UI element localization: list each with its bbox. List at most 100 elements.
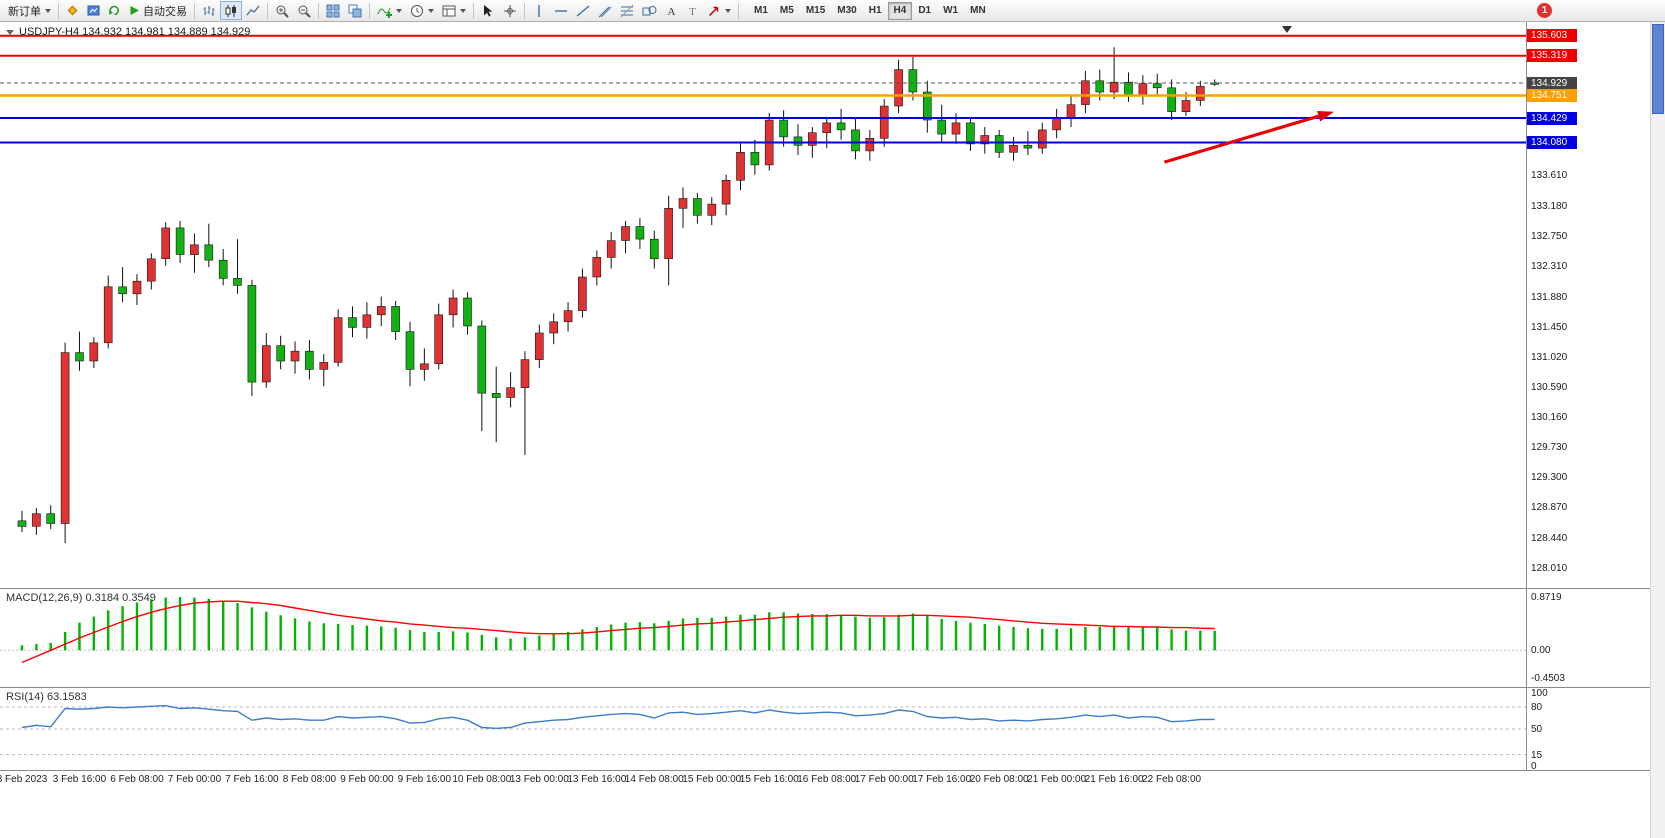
vertical-scrollbar[interactable] bbox=[1650, 22, 1665, 838]
shapes-icon[interactable] bbox=[638, 1, 661, 20]
candle bbox=[851, 118, 860, 160]
toolbar-separator bbox=[58, 2, 59, 19]
candle bbox=[147, 253, 156, 290]
date-axis-label: 15 Feb 16:00 bbox=[739, 774, 799, 785]
crosshair-icon[interactable] bbox=[499, 1, 521, 20]
candle bbox=[89, 337, 99, 368]
line-chart-icon[interactable] bbox=[242, 1, 264, 20]
horizontal-line-icon[interactable] bbox=[550, 1, 572, 20]
vertical-line-icon[interactable] bbox=[528, 1, 550, 20]
rsi-axis-label: 0 bbox=[1531, 760, 1537, 772]
candle bbox=[448, 289, 458, 328]
date-axis-label: 21 Feb 16:00 bbox=[1084, 774, 1144, 785]
trendline-icon[interactable] bbox=[572, 1, 594, 20]
timeframe-w1-button[interactable]: W1 bbox=[937, 2, 964, 20]
arrow-objects-icon[interactable] bbox=[703, 1, 735, 20]
candle bbox=[1124, 72, 1133, 102]
indicators-icon[interactable] bbox=[373, 1, 406, 20]
macd-histogram bbox=[20, 597, 1216, 651]
price-chart-pane[interactable]: USDJPY-H4 134.932 134.981 134.889 134.92… bbox=[0, 22, 1526, 588]
text-label-icon[interactable]: T bbox=[682, 1, 703, 20]
candle bbox=[664, 195, 673, 286]
candle bbox=[736, 142, 745, 191]
text-icon[interactable]: A bbox=[661, 1, 682, 20]
chevron-down-icon bbox=[725, 8, 731, 13]
tile-windows-icon[interactable] bbox=[322, 1, 344, 20]
svg-text:A: A bbox=[668, 6, 676, 18]
candle bbox=[836, 108, 846, 140]
metaeditor-icon[interactable] bbox=[62, 1, 83, 20]
zoom-in-icon[interactable] bbox=[271, 1, 293, 20]
candle bbox=[635, 218, 645, 249]
new-order-button[interactable]: 新订单 bbox=[4, 1, 55, 20]
price-axis-label: 129.730 bbox=[1531, 442, 1568, 454]
rsi-indicator-pane[interactable]: RSI(14) 63.1583 bbox=[0, 688, 1526, 770]
timeframe-d1-button[interactable]: D1 bbox=[912, 2, 937, 20]
pane-splitter[interactable] bbox=[0, 588, 1650, 589]
time-axis[interactable]: 3 Feb 2023 3 Feb 16:00 6 Feb 08:00 7 Feb 00… bbox=[0, 771, 1526, 789]
timeframe-m1-button[interactable]: M1 bbox=[748, 2, 774, 20]
market-watch-icon[interactable] bbox=[83, 1, 104, 20]
bar-chart-icon[interactable] bbox=[198, 1, 220, 20]
candle bbox=[1081, 71, 1090, 114]
periods-icon[interactable] bbox=[406, 1, 438, 20]
price-line-tag: 134.080 bbox=[1527, 135, 1577, 149]
red-arrow-annotation[interactable] bbox=[1163, 111, 1334, 164]
candle bbox=[649, 230, 659, 269]
timeframe-m15-button[interactable]: M15 bbox=[800, 2, 831, 20]
date-axis-label: 16 Feb 08:00 bbox=[797, 774, 857, 785]
chart-shift-marker-icon[interactable] bbox=[1282, 26, 1292, 33]
toolbar-separator bbox=[473, 2, 474, 19]
date-axis-label: 3 Feb 2023 bbox=[0, 774, 48, 785]
rsi-axis[interactable]: 100 80 50 15 0 bbox=[1526, 688, 1650, 772]
autotrading-button[interactable]: 自动交易 bbox=[125, 1, 191, 20]
toolbar-separator bbox=[369, 2, 370, 19]
candle bbox=[1196, 80, 1205, 107]
candle bbox=[290, 341, 300, 374]
date-axis-label: 6 Feb 08:00 bbox=[110, 774, 164, 785]
candle bbox=[348, 306, 357, 338]
candle bbox=[879, 99, 889, 147]
macd-axis[interactable]: 0.8719 0.00 -0.4503 bbox=[1526, 589, 1650, 687]
price-axis-label: 132.310 bbox=[1531, 261, 1568, 273]
candle bbox=[333, 309, 343, 367]
cascade-windows-icon[interactable] bbox=[344, 1, 366, 20]
date-axis-label: 17 Feb 00:00 bbox=[854, 774, 914, 785]
macd-canvas bbox=[0, 597, 1526, 664]
candlestick-chart-icon[interactable] bbox=[220, 1, 242, 20]
timeframe-m5-button[interactable]: M5 bbox=[774, 2, 800, 20]
rsi-axis-label: 100 bbox=[1531, 688, 1548, 699]
zoom-out-icon[interactable] bbox=[293, 1, 315, 20]
candle bbox=[1066, 96, 1076, 128]
candle bbox=[463, 292, 472, 335]
date-axis-label: 17 Feb 16:00 bbox=[912, 774, 972, 785]
candle bbox=[46, 505, 56, 530]
cursor-icon[interactable] bbox=[477, 1, 499, 20]
svg-text:T: T bbox=[689, 6, 696, 18]
candle bbox=[420, 348, 429, 381]
one-click-trading-toggle-icon[interactable] bbox=[6, 29, 14, 35]
macd-indicator-pane[interactable]: MACD(12,26,9) 0.3184 0.3549 bbox=[0, 589, 1526, 687]
timeframe-h4-button[interactable]: H4 bbox=[887, 1, 913, 20]
fibonacci-retracement-icon[interactable] bbox=[616, 1, 638, 20]
pane-splitter[interactable] bbox=[0, 687, 1650, 688]
templates-icon[interactable] bbox=[438, 1, 470, 20]
timeframe-mn-button[interactable]: MN bbox=[964, 2, 992, 20]
equidistant-channel-icon[interactable] bbox=[594, 1, 616, 20]
price-axis-label: 131.450 bbox=[1531, 321, 1568, 333]
price-axis[interactable]: 133.610 133.180 132.750 132.310 131.880 131.4… bbox=[1526, 22, 1650, 588]
candle bbox=[520, 351, 530, 455]
candle bbox=[506, 372, 515, 408]
price-axis-label: 128.440 bbox=[1531, 532, 1568, 544]
rsi-axis-label: 15 bbox=[1531, 749, 1543, 761]
timeframe-m30-button[interactable]: M30 bbox=[831, 2, 862, 20]
refresh-navigator-icon[interactable] bbox=[104, 1, 125, 20]
notifications-badge[interactable]: 1 bbox=[1537, 3, 1552, 18]
timeframe-h1-button[interactable]: H1 bbox=[863, 2, 888, 20]
candle bbox=[233, 239, 242, 294]
toolbar-separator bbox=[318, 2, 319, 19]
candle bbox=[750, 139, 760, 175]
scrollbar-thumb[interactable] bbox=[1652, 24, 1664, 114]
candle bbox=[966, 118, 975, 151]
new-order-button-label: 新订单 bbox=[8, 5, 41, 18]
